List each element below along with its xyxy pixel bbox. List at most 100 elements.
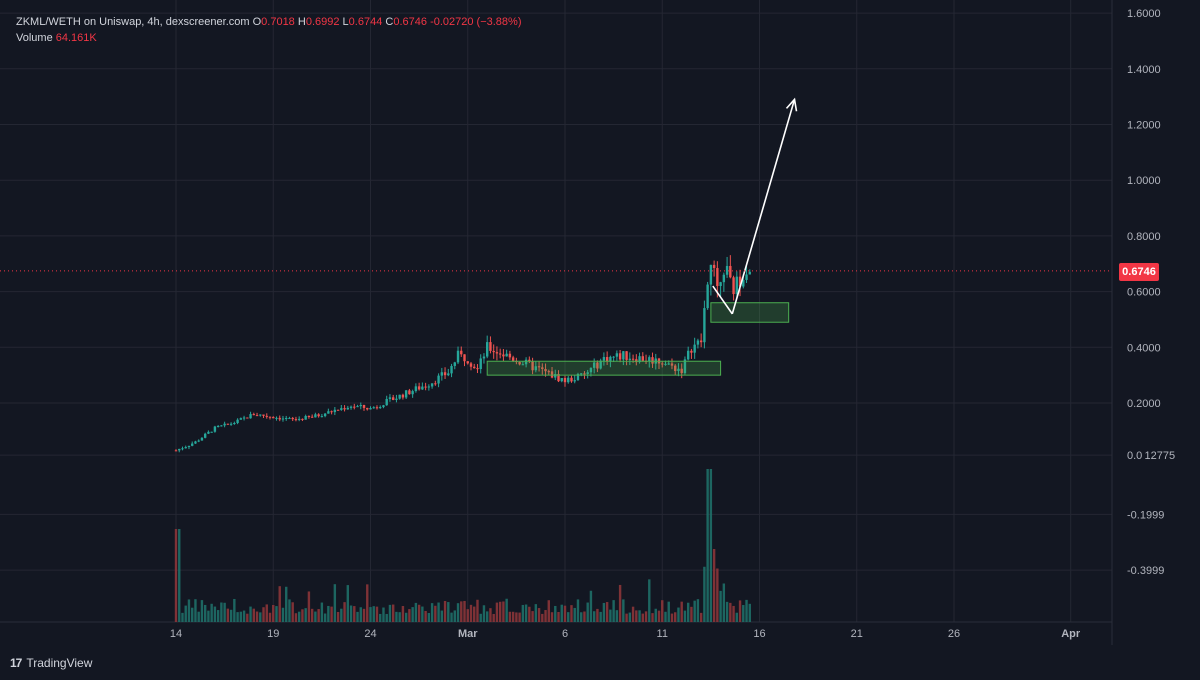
candle-body <box>622 351 625 360</box>
candle-body <box>178 448 181 451</box>
volume-bar <box>592 611 596 622</box>
candle-body <box>738 276 742 287</box>
x-tick-label: 19 <box>267 628 279 640</box>
volume-bar <box>618 584 622 622</box>
volume-bar <box>272 604 275 622</box>
candle-body <box>732 277 735 295</box>
volume-bar <box>268 612 272 622</box>
volume-bar <box>323 613 327 622</box>
chart-legend: ZKML/WETH on Uniswap, 4h, dexscreener.co… <box>16 14 521 46</box>
candle-body <box>330 411 333 413</box>
volume-bar <box>567 612 570 622</box>
candle-body <box>401 394 405 398</box>
volume-bar <box>518 612 521 622</box>
candle-body <box>275 417 278 419</box>
volume-bar <box>450 612 453 622</box>
volume-bar <box>680 601 683 622</box>
volume-bar <box>677 607 680 622</box>
candle-body <box>625 351 628 360</box>
candle-body <box>508 353 512 358</box>
volume-bar <box>275 606 278 622</box>
volume-bar <box>696 599 700 622</box>
y-tick-label: 0.4000 <box>1127 342 1161 354</box>
candle-body <box>310 416 314 418</box>
candle-body <box>722 274 726 283</box>
volume-bar <box>547 600 550 622</box>
candle-body <box>333 409 337 413</box>
candle-body <box>359 405 362 407</box>
candle-body <box>495 352 499 354</box>
candle-body <box>531 361 534 371</box>
volume-bar <box>605 602 609 622</box>
candle-body <box>524 359 528 365</box>
volume-bar <box>563 605 567 622</box>
volume-bar <box>554 605 557 622</box>
volume-bar <box>249 606 252 622</box>
candle-body <box>674 365 677 372</box>
volume-bar <box>388 604 392 622</box>
volume-bar <box>670 613 674 622</box>
candle-body <box>391 397 395 400</box>
candle-body <box>272 417 275 419</box>
candle-body <box>414 386 418 392</box>
volume-bar <box>336 611 340 622</box>
candle-body <box>489 342 492 351</box>
volume-bar <box>576 599 580 622</box>
volume-bar <box>674 612 677 622</box>
candle-body <box>304 415 307 420</box>
candle-body <box>735 276 739 295</box>
volume-bar <box>482 605 486 622</box>
volume-bar <box>686 602 690 622</box>
candle-body <box>460 350 463 355</box>
y-tick-label: 0.6000 <box>1127 287 1161 299</box>
candle-body <box>262 414 265 416</box>
volume-bar <box>317 609 320 622</box>
candle-body <box>372 407 375 409</box>
volume-bar <box>654 608 657 622</box>
tradingview-brand[interactable]: 17 TradingView <box>10 656 92 670</box>
volume-bar <box>223 602 226 622</box>
volume-bar <box>349 605 353 622</box>
volume-bar <box>580 612 583 622</box>
volume-bar <box>693 600 696 622</box>
volume-bar <box>550 612 554 622</box>
volume-bar <box>375 606 379 622</box>
volume-bar <box>398 612 401 622</box>
candle-body <box>398 394 401 399</box>
legend-change: -0.02720 (−3.88%) <box>430 16 522 28</box>
volume-bar <box>651 613 654 622</box>
volume-bar <box>310 608 314 622</box>
volume-bar <box>719 590 722 622</box>
volume-bar <box>748 603 751 622</box>
volume-bar <box>703 566 706 622</box>
candle-body <box>421 386 424 390</box>
x-tick-label: 16 <box>753 628 765 640</box>
candle-body <box>563 377 567 383</box>
volume-bar <box>353 606 356 622</box>
candle-body <box>210 431 213 433</box>
candle-body <box>696 340 700 345</box>
candle-body <box>661 363 664 365</box>
candle-body <box>498 353 502 355</box>
x-tick-label: 21 <box>851 628 863 640</box>
candle-body <box>709 264 713 285</box>
volume-bar <box>395 611 398 622</box>
candle-body <box>314 414 317 418</box>
volume-bar <box>738 600 742 622</box>
volume-bar <box>521 604 525 622</box>
volume-bar <box>366 584 369 622</box>
candle-body <box>576 373 580 381</box>
volume-bar <box>411 607 414 622</box>
candle-body <box>482 356 486 359</box>
legend-c-value: 0.6746 <box>393 16 427 28</box>
candle-body <box>453 362 456 366</box>
candle-body <box>618 353 622 360</box>
volume-bar <box>285 586 288 622</box>
volume-bar <box>544 610 547 622</box>
candle-body <box>229 423 233 425</box>
candle-body <box>664 363 667 365</box>
tradingview-logo-icon: 17 <box>10 656 22 670</box>
candle-body <box>259 414 262 416</box>
candle-body <box>450 365 453 374</box>
